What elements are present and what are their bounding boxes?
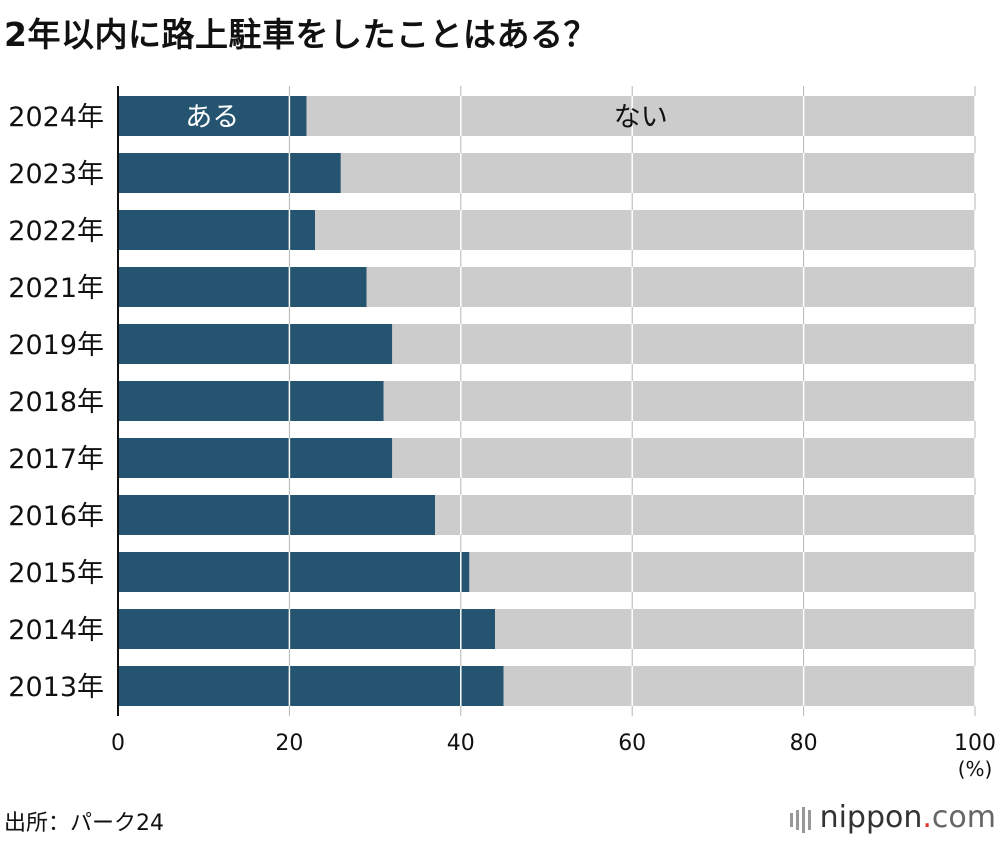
bar-yes-3 (118, 267, 367, 307)
x-tick-label: 100 (954, 731, 996, 756)
brand-name: nippon (819, 800, 923, 835)
bar-no-9 (495, 609, 975, 649)
bar-no-2 (315, 210, 975, 250)
x-tick-label: 20 (275, 731, 303, 756)
bar-yes-8 (118, 552, 470, 592)
x-tick-label: 60 (618, 731, 646, 756)
x-tick-label: 40 (447, 731, 475, 756)
bar-no-8 (469, 552, 975, 592)
bar-no-7 (435, 495, 976, 535)
chart-title: 2年以内に路上駐車をしたことはある？ (4, 15, 597, 54)
x-tick-label: 0 (111, 731, 125, 756)
bar-yes-9 (118, 609, 496, 649)
bar-yes-6 (118, 438, 393, 478)
category-label: 2016年 (8, 501, 104, 532)
bar-yes-1 (118, 153, 341, 193)
brand-logo: nippon.com (789, 800, 996, 836)
category-label: 2024年 (8, 102, 104, 133)
bar-yes-4 (118, 324, 393, 364)
category-label: 2015年 (8, 558, 104, 589)
category-label: 2023年 (8, 159, 104, 190)
series-label-no: ない (614, 102, 668, 133)
brand-dot: . (922, 800, 932, 835)
bar-no-4 (392, 324, 975, 364)
bar-no-6 (392, 438, 975, 478)
category-label: 2018年 (8, 387, 104, 418)
bar-no-3 (366, 267, 975, 307)
category-label: 2019年 (8, 330, 104, 361)
bar-yes-10 (118, 666, 504, 706)
bar-no-10 (503, 666, 975, 706)
source-note: 出所：パーク24 (4, 811, 164, 836)
bar-no-5 (383, 381, 975, 421)
category-label: 2022年 (8, 216, 104, 247)
category-label: 2014年 (8, 615, 104, 646)
category-label: 2017年 (8, 444, 104, 475)
category-label: 2021年 (8, 273, 104, 304)
bar-yes-7 (118, 495, 436, 535)
bar-yes-0 (118, 96, 307, 136)
brand-mark-icon (789, 801, 814, 836)
x-tick-label: 80 (790, 731, 818, 756)
category-label: 2013年 (8, 672, 104, 703)
series-label-yes: ある (185, 102, 239, 133)
bar-yes-2 (118, 210, 316, 250)
x-unit-label: (%) (958, 757, 993, 781)
bar-no-0 (306, 96, 975, 136)
bar-yes-5 (118, 381, 384, 421)
brand-tld: com (931, 800, 996, 835)
bar-no-1 (340, 153, 975, 193)
